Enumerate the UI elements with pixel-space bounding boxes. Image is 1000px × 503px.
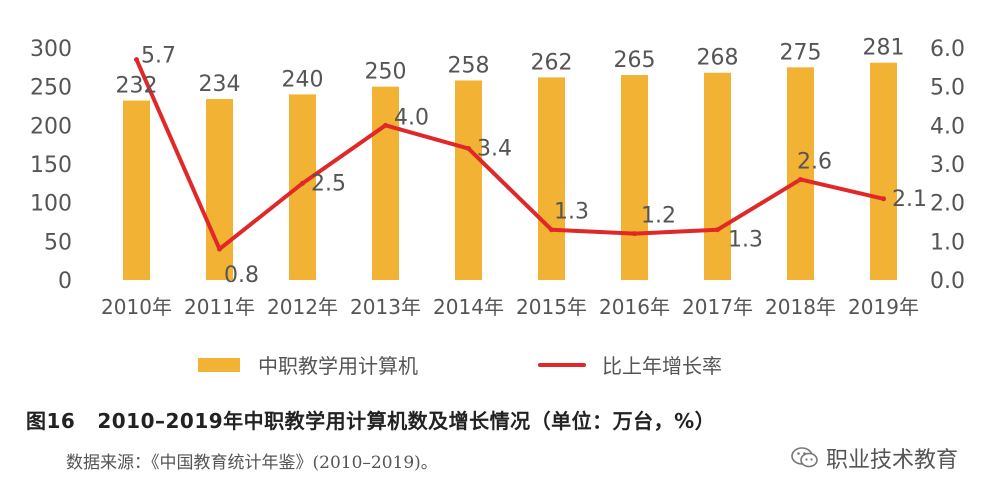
bar-value-label: 250 [365,60,407,85]
line-value-label: 2.6 [797,149,832,174]
line-value-label: 1.3 [554,200,589,225]
y-left-tick-label: 50 [44,230,72,255]
y-right-tick-label: 5.0 [930,76,965,101]
y-right-tick-label: 6.0 [930,37,965,62]
y-right-tick-label: 4.0 [930,114,965,139]
x-tick-label: 2012年 [267,295,338,319]
y-left-tick-label: 200 [30,114,72,139]
chart: 0 50 100 150 200 250 300 0.0 1.0 2.0 3.0 4.0 5.0 6.0 2… [30,36,965,378]
bar-value-label: 232 [116,74,158,99]
legend-bar-label: 中职教学用计算机 [258,354,418,378]
figure-caption: 图16 2010–2019年中职教学用计算机数及增长情况（单位：万台，%） [26,405,715,434]
line-point [881,196,886,202]
x-tick-label: 2010年 [101,295,172,319]
wechat-icon [791,447,818,468]
y-left-tick-label: 300 [30,37,72,62]
watermark-text: 职业技术教育 [826,448,959,473]
legend-bar-swatch [198,358,240,372]
bar [372,86,399,281]
figure-number: 图16 [26,409,76,433]
legend-line-label: 比上年增长率 [602,354,722,378]
line-point [383,122,388,128]
line-point [549,227,554,233]
x-tick-label: 2016年 [599,295,670,319]
bar-value-label: 258 [448,53,490,78]
bar [621,75,648,280]
line-point [632,231,637,237]
bar [123,100,150,280]
x-tick-label: 2015年 [516,295,587,319]
bar [206,99,233,280]
line-value-label: 3.4 [477,137,512,162]
line-point [300,180,305,186]
line-point [466,146,471,152]
y-right-tick-label: 3.0 [930,153,965,178]
bar-value-label: 268 [697,46,739,71]
watermark: 职业技术教育 [790,442,958,474]
line-value-label: 2.5 [311,171,346,196]
line-point [798,176,803,182]
y-left-tick-label: 150 [30,153,72,178]
line-value-label: 4.0 [394,105,429,130]
bar [289,94,316,281]
line-value-label: 2.1 [892,187,927,212]
bar [870,62,897,281]
bar [538,77,565,281]
bar-value-label: 234 [199,72,241,97]
bar [704,72,731,280]
x-tick-label: 2013年 [350,295,421,319]
bar-value-label: 265 [614,48,656,73]
line-point [134,57,139,63]
y-right-tick-label: 1.0 [930,230,965,255]
bar-value-label: 281 [863,36,905,61]
data-source: 数据来源：《中国教育统计年鉴》(2010–2019)。 [66,453,438,473]
x-tick-label: 2017年 [682,295,753,319]
y-right-tick-label: 2.0 [930,192,965,217]
bar-value-label: 240 [282,67,324,92]
bar-value-label: 262 [531,50,573,75]
x-tick-label: 2019年 [848,295,919,319]
line-value-label: 5.7 [141,44,176,69]
y-left-tick-label: 0 [58,269,72,294]
bar [455,80,482,280]
x-tick-label: 2018年 [765,295,836,319]
figure-title: 2010–2019年中职教学用计算机数及增长情况（单位：万台，%） [97,409,716,433]
line-point [715,227,720,233]
line-value-label: 0.8 [224,263,259,288]
line-value-label: 1.3 [728,228,763,253]
bar [787,67,814,280]
line-value-label: 1.2 [641,204,676,229]
y-left-tick-label: 100 [30,192,72,217]
y-left-tick-label: 250 [30,76,72,101]
line-point [217,246,222,252]
x-tick-label: 2014年 [433,295,504,319]
x-tick-label: 2011年 [184,295,255,319]
bar-value-label: 275 [780,40,822,65]
growth-line [134,57,886,252]
y-right-tick-label: 0.0 [930,269,965,294]
